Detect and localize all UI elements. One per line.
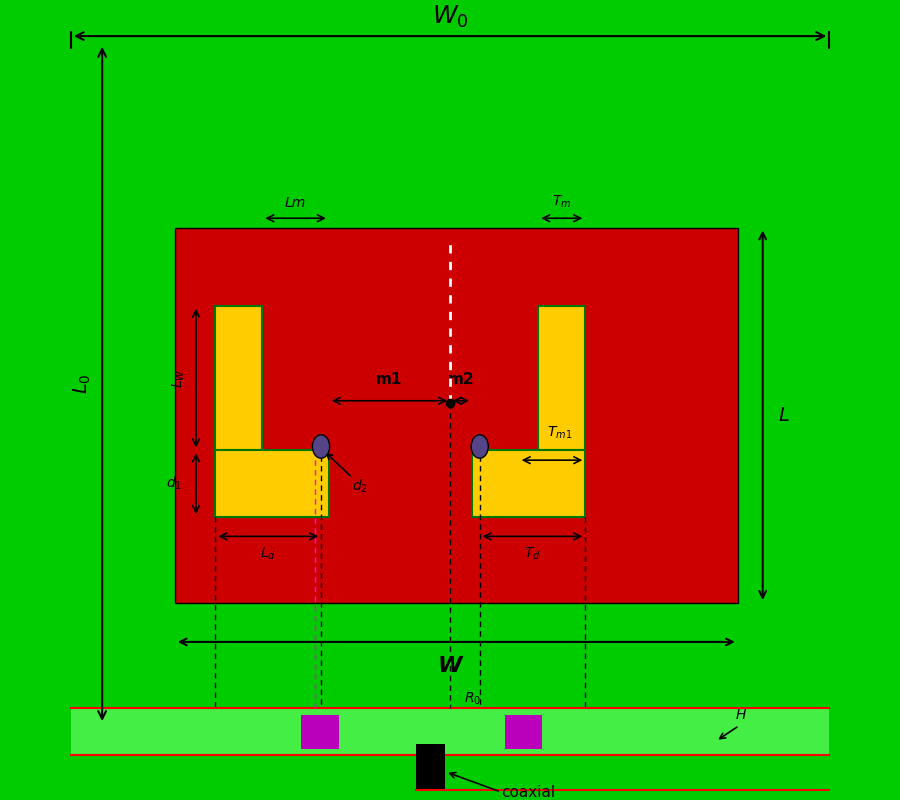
Bar — [538, 306, 585, 450]
Text: m1: m1 — [376, 372, 402, 386]
Bar — [175, 228, 738, 603]
Text: Lm: Lm — [285, 197, 306, 210]
Bar — [215, 450, 328, 517]
Bar — [416, 743, 446, 790]
Text: W$_0$: W$_0$ — [432, 4, 468, 30]
Bar — [215, 306, 263, 450]
Text: H: H — [735, 708, 746, 722]
Text: $L_0$: $L_0$ — [72, 374, 94, 394]
Bar — [302, 714, 339, 749]
Text: coaxial: coaxial — [500, 785, 555, 799]
Text: d$_2$: d$_2$ — [352, 478, 368, 495]
Bar — [71, 708, 829, 755]
Text: m2: m2 — [447, 372, 474, 386]
Ellipse shape — [471, 434, 489, 458]
Text: T$_d$: T$_d$ — [524, 546, 541, 562]
Text: L$_W$: L$_W$ — [171, 368, 187, 388]
Text: W: W — [437, 656, 463, 676]
Text: d$_1$: d$_1$ — [166, 475, 182, 492]
Text: L$_d$: L$_d$ — [260, 546, 276, 562]
Bar — [472, 450, 585, 517]
Text: T$_m$: T$_m$ — [552, 194, 572, 210]
Text: L: L — [778, 406, 789, 425]
Text: R$_0$: R$_0$ — [464, 690, 482, 707]
Ellipse shape — [312, 434, 329, 458]
Text: T$_{m1}$: T$_{m1}$ — [547, 424, 572, 441]
Bar — [505, 714, 542, 749]
